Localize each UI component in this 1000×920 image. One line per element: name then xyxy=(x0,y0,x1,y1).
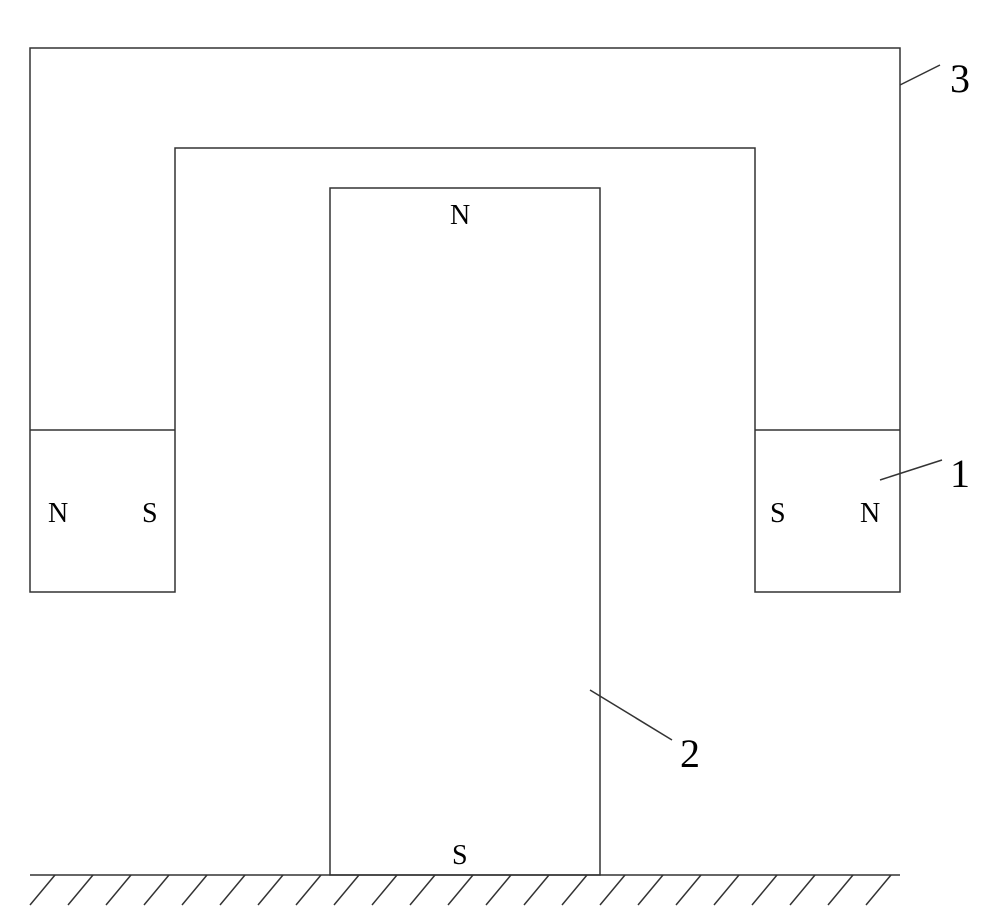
callout-1: 1 xyxy=(950,450,970,497)
center-top-n-label: N xyxy=(450,200,470,232)
left-magnet-s-label: S xyxy=(142,498,158,530)
callout-2-line xyxy=(590,690,672,740)
ground-hatching xyxy=(30,875,891,905)
left-magnet-n-label: N xyxy=(48,498,68,530)
callout-3: 3 xyxy=(950,55,970,102)
callout-2: 2 xyxy=(680,730,700,777)
callout-3-line xyxy=(900,65,940,85)
right-magnet-s-label: S xyxy=(770,498,786,530)
diagram-canvas xyxy=(0,0,1000,920)
right-magnet-n-label: N xyxy=(860,498,880,530)
callout-1-line xyxy=(880,460,942,480)
center-pillar xyxy=(330,188,600,875)
center-bottom-s-label: S xyxy=(452,840,468,872)
